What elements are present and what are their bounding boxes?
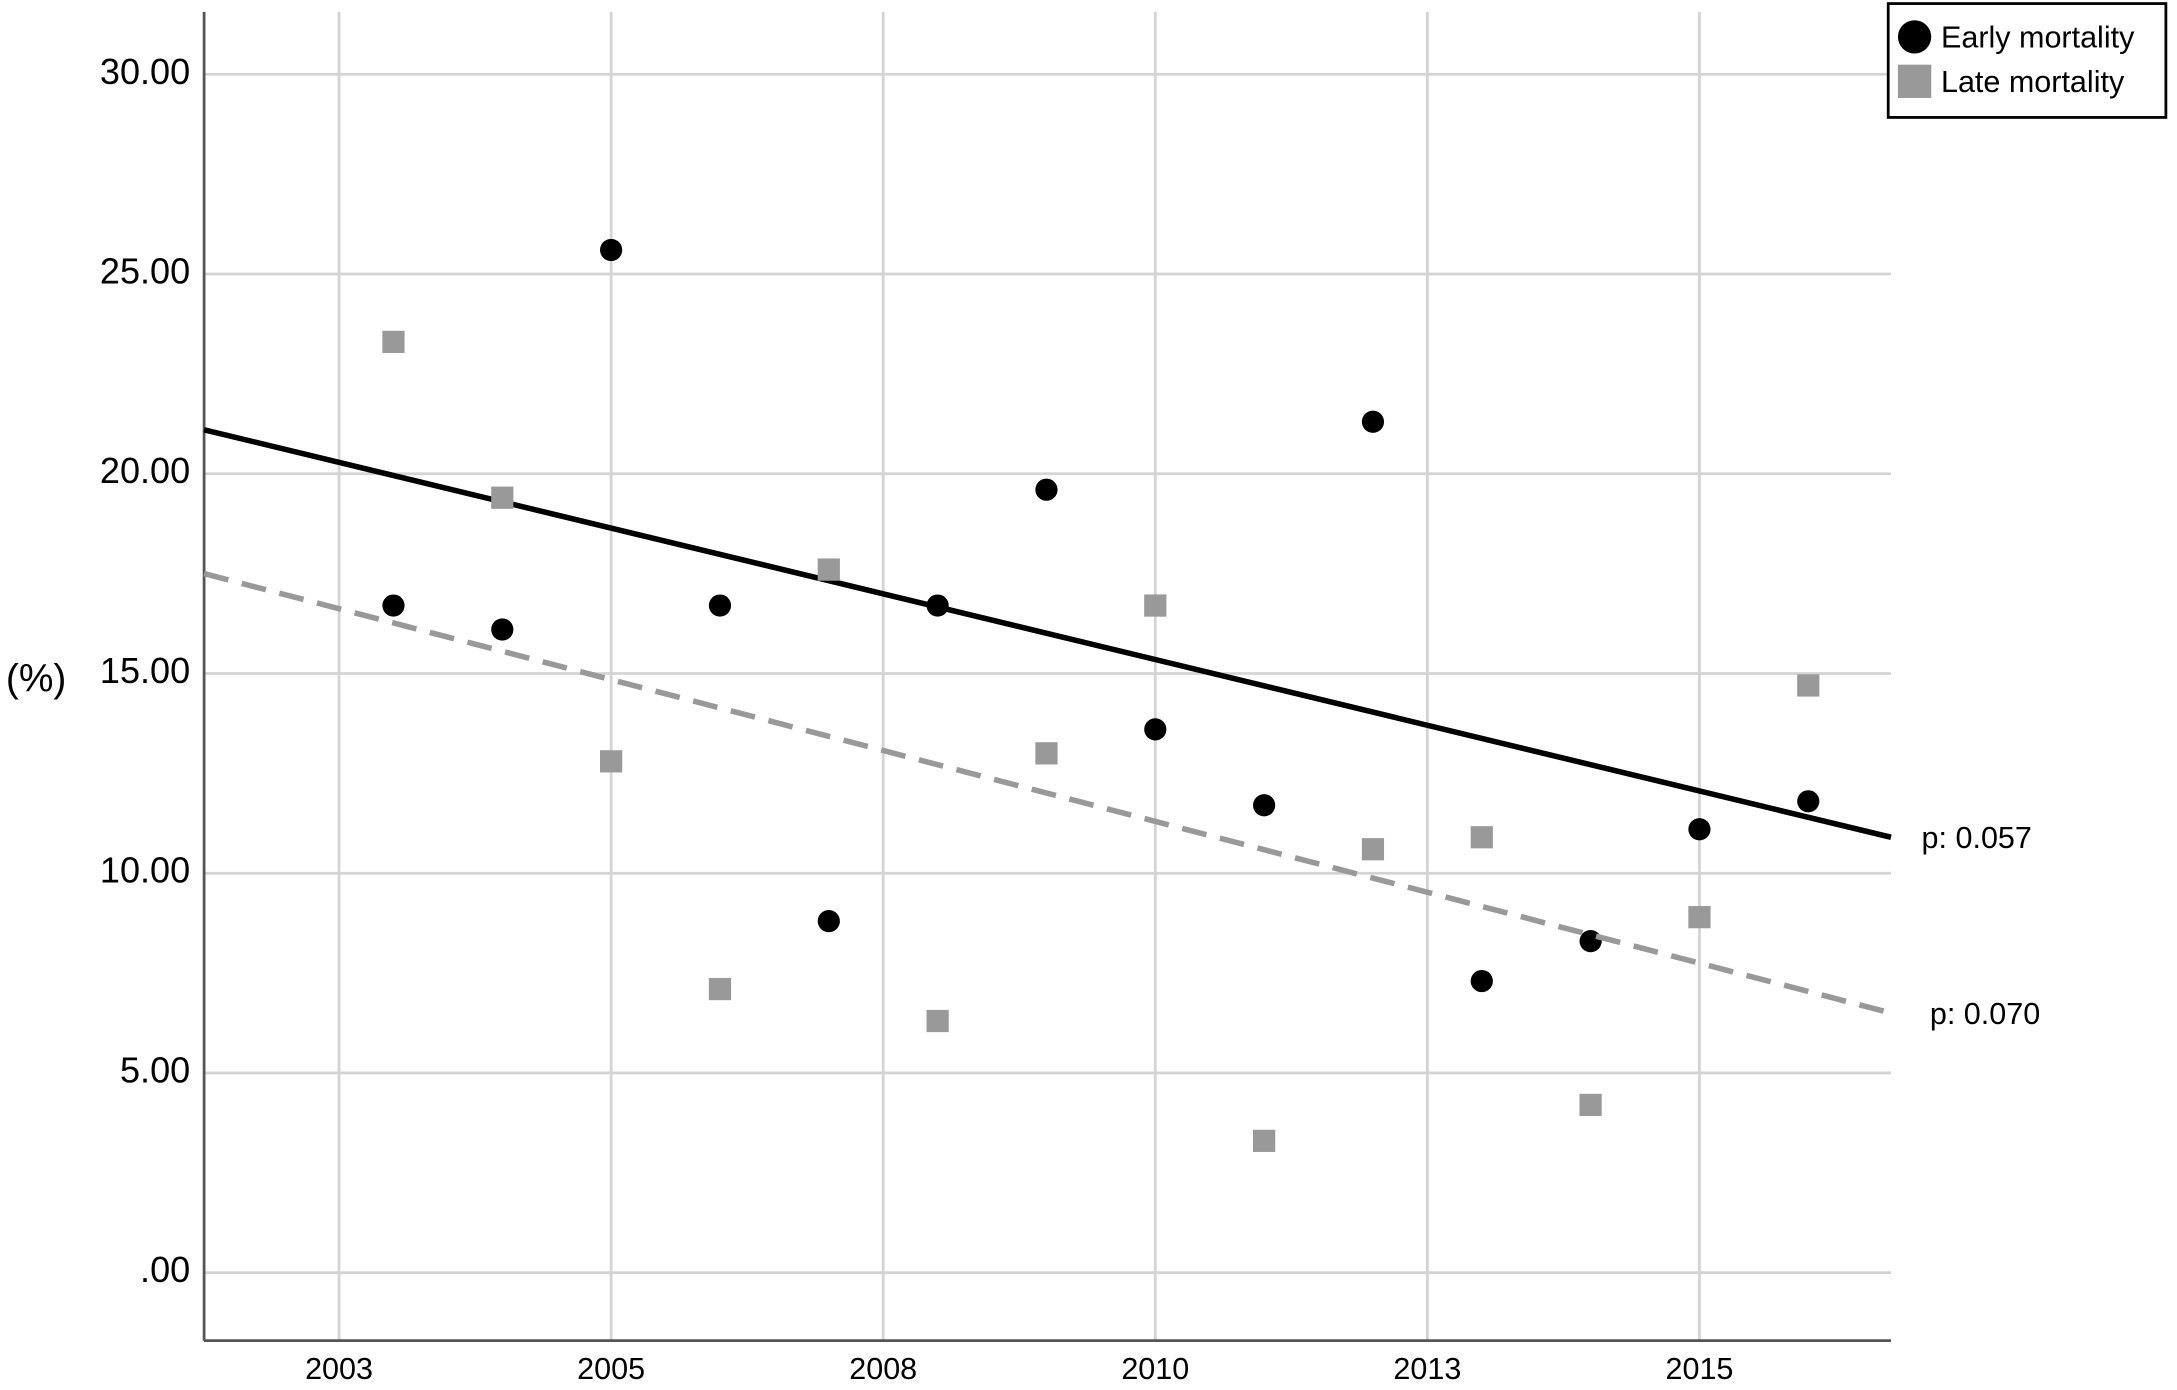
x-tick-label: 2008 (849, 1352, 917, 1386)
point (1688, 906, 1711, 929)
point (1797, 790, 1820, 813)
legend-marker (1897, 64, 1932, 98)
legend-label: Early mortality (1941, 21, 2135, 55)
point (1361, 410, 1385, 433)
y-tick-label: 20.00 (100, 450, 190, 491)
y-tick-label: 30.00 (100, 51, 190, 92)
point (600, 750, 623, 773)
point (1579, 1093, 1602, 1117)
y-tick-label: 10.00 (100, 850, 190, 891)
point (708, 594, 732, 617)
y-tick-label: 5.00 (120, 1049, 190, 1090)
legend-marker (1897, 20, 1932, 54)
trend-line (203, 427, 1892, 840)
x-tick-label: 2003 (305, 1352, 373, 1386)
point (1035, 742, 1058, 765)
y-tick-label: .00 (140, 1249, 190, 1290)
point (1797, 674, 1820, 697)
y-axis-label: (%) (6, 657, 66, 700)
point (491, 618, 514, 641)
y-tick-label: 15.00 (100, 650, 190, 691)
point (1035, 478, 1058, 501)
x-tick-label: 2010 (1121, 1352, 1189, 1386)
point (600, 238, 623, 262)
point (1253, 1129, 1276, 1152)
point (817, 910, 840, 933)
point (1253, 794, 1276, 817)
trend-line (203, 570, 1892, 1016)
legend-box (1886, 2, 2168, 119)
point (1361, 838, 1385, 861)
point (926, 1009, 949, 1033)
point (1470, 969, 1493, 993)
trend-annotation: p: 0.070 (1930, 997, 2040, 1031)
point (1470, 826, 1493, 849)
point (382, 594, 405, 617)
point (1688, 818, 1711, 841)
point (1579, 930, 1602, 953)
x-tick-label: 2013 (1393, 1352, 1461, 1386)
x-tick-label: 2015 (1665, 1352, 1733, 1386)
point (382, 330, 405, 353)
trend-annotation: p: 0.057 (1922, 821, 2032, 855)
point (708, 977, 732, 1001)
legend-label: Late mortality (1941, 65, 2125, 99)
point (926, 594, 949, 617)
x-tick-label: 2005 (577, 1352, 645, 1386)
point (817, 558, 840, 581)
point (1144, 718, 1167, 741)
y-tick-label: 25.00 (100, 251, 190, 292)
point (1144, 594, 1167, 617)
point (491, 486, 514, 509)
